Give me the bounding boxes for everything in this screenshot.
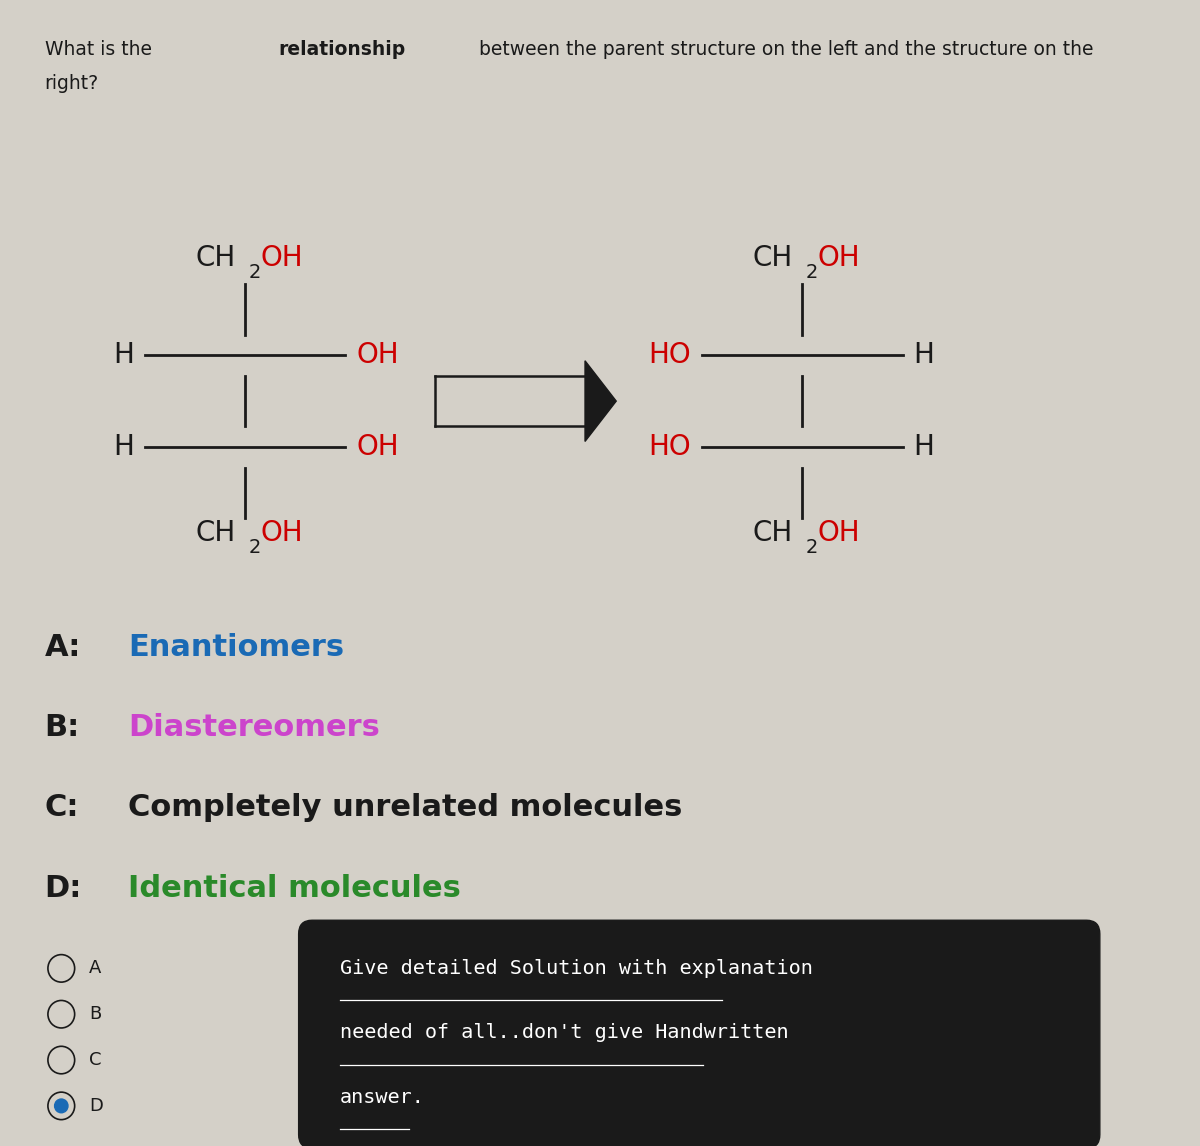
Text: HO: HO [648, 342, 691, 369]
Text: OH: OH [260, 519, 304, 547]
Text: H: H [913, 433, 935, 461]
Text: answer.: answer. [340, 1088, 425, 1107]
Text: H: H [113, 342, 133, 369]
Text: Diastereomers: Diastereomers [128, 713, 380, 743]
Text: 2: 2 [805, 264, 818, 282]
Text: OH: OH [356, 433, 400, 461]
Text: B:: B: [44, 713, 80, 743]
Text: 2: 2 [248, 539, 260, 557]
Text: Enantiomers: Enantiomers [128, 633, 344, 662]
Text: A: A [89, 959, 102, 978]
Text: OH: OH [818, 519, 860, 547]
Text: OH: OH [260, 244, 304, 272]
Text: right?: right? [44, 74, 98, 94]
Text: D:: D: [44, 873, 82, 903]
Text: What is the: What is the [44, 40, 157, 60]
Text: CH: CH [752, 519, 792, 547]
Text: 2: 2 [248, 264, 260, 282]
Text: OH: OH [356, 342, 400, 369]
Text: H: H [913, 342, 935, 369]
Text: 2: 2 [805, 539, 818, 557]
Text: Completely unrelated molecules: Completely unrelated molecules [128, 793, 683, 823]
Text: Identical molecules: Identical molecules [128, 873, 461, 903]
Text: CH: CH [196, 519, 235, 547]
Text: CH: CH [752, 244, 792, 272]
Polygon shape [586, 361, 617, 441]
Text: D: D [89, 1097, 103, 1115]
Text: A:: A: [44, 633, 80, 662]
Text: relationship: relationship [278, 40, 406, 60]
Circle shape [55, 1099, 68, 1113]
Text: B: B [89, 1005, 101, 1023]
Text: needed of all..don't give Handwritten: needed of all..don't give Handwritten [340, 1023, 788, 1043]
Text: H: H [113, 433, 133, 461]
Text: HO: HO [648, 433, 691, 461]
Text: CH: CH [196, 244, 235, 272]
FancyBboxPatch shape [299, 920, 1100, 1146]
Text: C: C [89, 1051, 102, 1069]
Text: between the parent structure on the left and the structure on the: between the parent structure on the left… [474, 40, 1094, 60]
Text: OH: OH [818, 244, 860, 272]
Text: Give detailed Solution with explanation: Give detailed Solution with explanation [340, 959, 812, 979]
Text: C:: C: [44, 793, 79, 823]
